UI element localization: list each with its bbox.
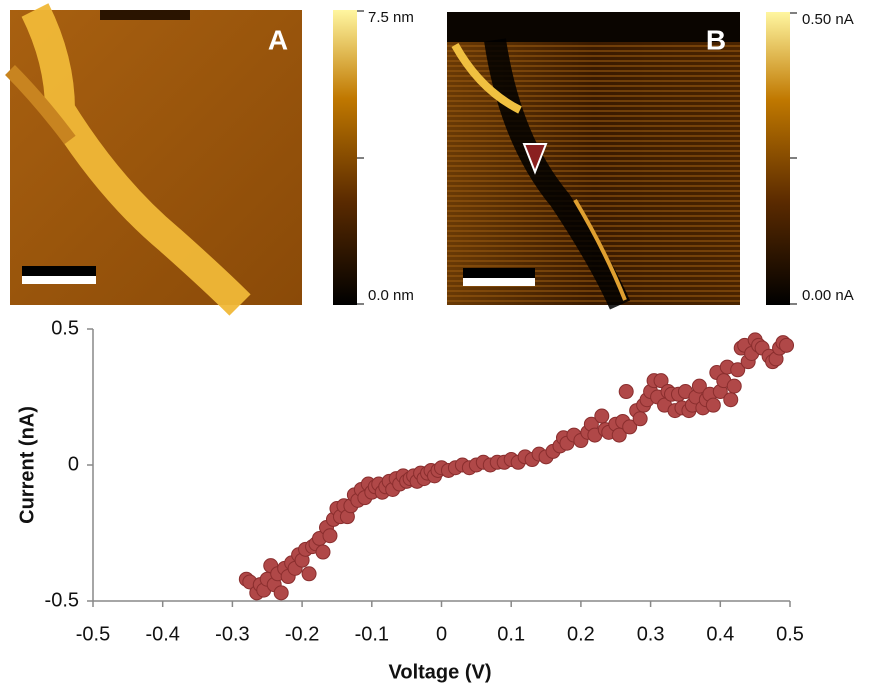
data-point	[723, 392, 739, 408]
colorbar-b: 0.50 nA 0.00 nA	[766, 11, 854, 305]
panel-label: B	[706, 24, 726, 55]
data-point	[730, 362, 746, 378]
data-point	[315, 544, 331, 560]
data-point	[691, 378, 707, 394]
data-point	[622, 419, 638, 435]
y-tick-label: 0.5	[51, 317, 79, 339]
panel-a: A	[5, 3, 302, 316]
x-tick-label: 0.2	[567, 623, 595, 645]
data-point	[726, 378, 742, 394]
y-tick-label: -0.5	[45, 589, 79, 611]
x-tick-label: -0.3	[215, 623, 249, 645]
colorbar-min: 0.0 nm	[368, 287, 414, 304]
x-tick-label: 0.5	[776, 623, 804, 645]
x-tick-label: 0.4	[706, 623, 734, 645]
x-tick-label: -0.4	[145, 623, 179, 645]
x-axis-title: Voltage (V)	[389, 661, 492, 683]
x-tick-label: 0.3	[637, 623, 665, 645]
x-tick-label: -0.2	[285, 623, 319, 645]
data-point	[653, 373, 669, 389]
data-point	[301, 566, 317, 582]
data-point	[618, 384, 634, 400]
data-point	[705, 397, 721, 413]
x-tick-label: 0.1	[497, 623, 525, 645]
data-point	[594, 408, 610, 424]
data-point	[322, 528, 338, 544]
panel-b: B	[447, 12, 740, 310]
y-axis-title: Current (nA)	[16, 406, 38, 524]
panel-label: A	[268, 24, 288, 55]
y-tick-label: 0	[68, 453, 79, 475]
colorbar-max: 0.50 nA	[802, 11, 854, 28]
data-point	[779, 337, 795, 353]
data-point	[632, 411, 648, 427]
colorbar-min: 0.00 nA	[802, 287, 854, 304]
x-tick-label: -0.1	[355, 623, 389, 645]
colorbar-a: 7.5 nm 0.0 nm	[333, 9, 414, 305]
x-tick-label: -0.5	[76, 623, 110, 645]
colorbar-max: 7.5 nm	[368, 9, 414, 26]
data-point	[273, 585, 289, 601]
x-tick-label: 0	[436, 623, 447, 645]
scatter-plot: Voltage (V) Current (nA) -0.5 0 0.5 -0.5 -0.…	[16, 317, 804, 683]
